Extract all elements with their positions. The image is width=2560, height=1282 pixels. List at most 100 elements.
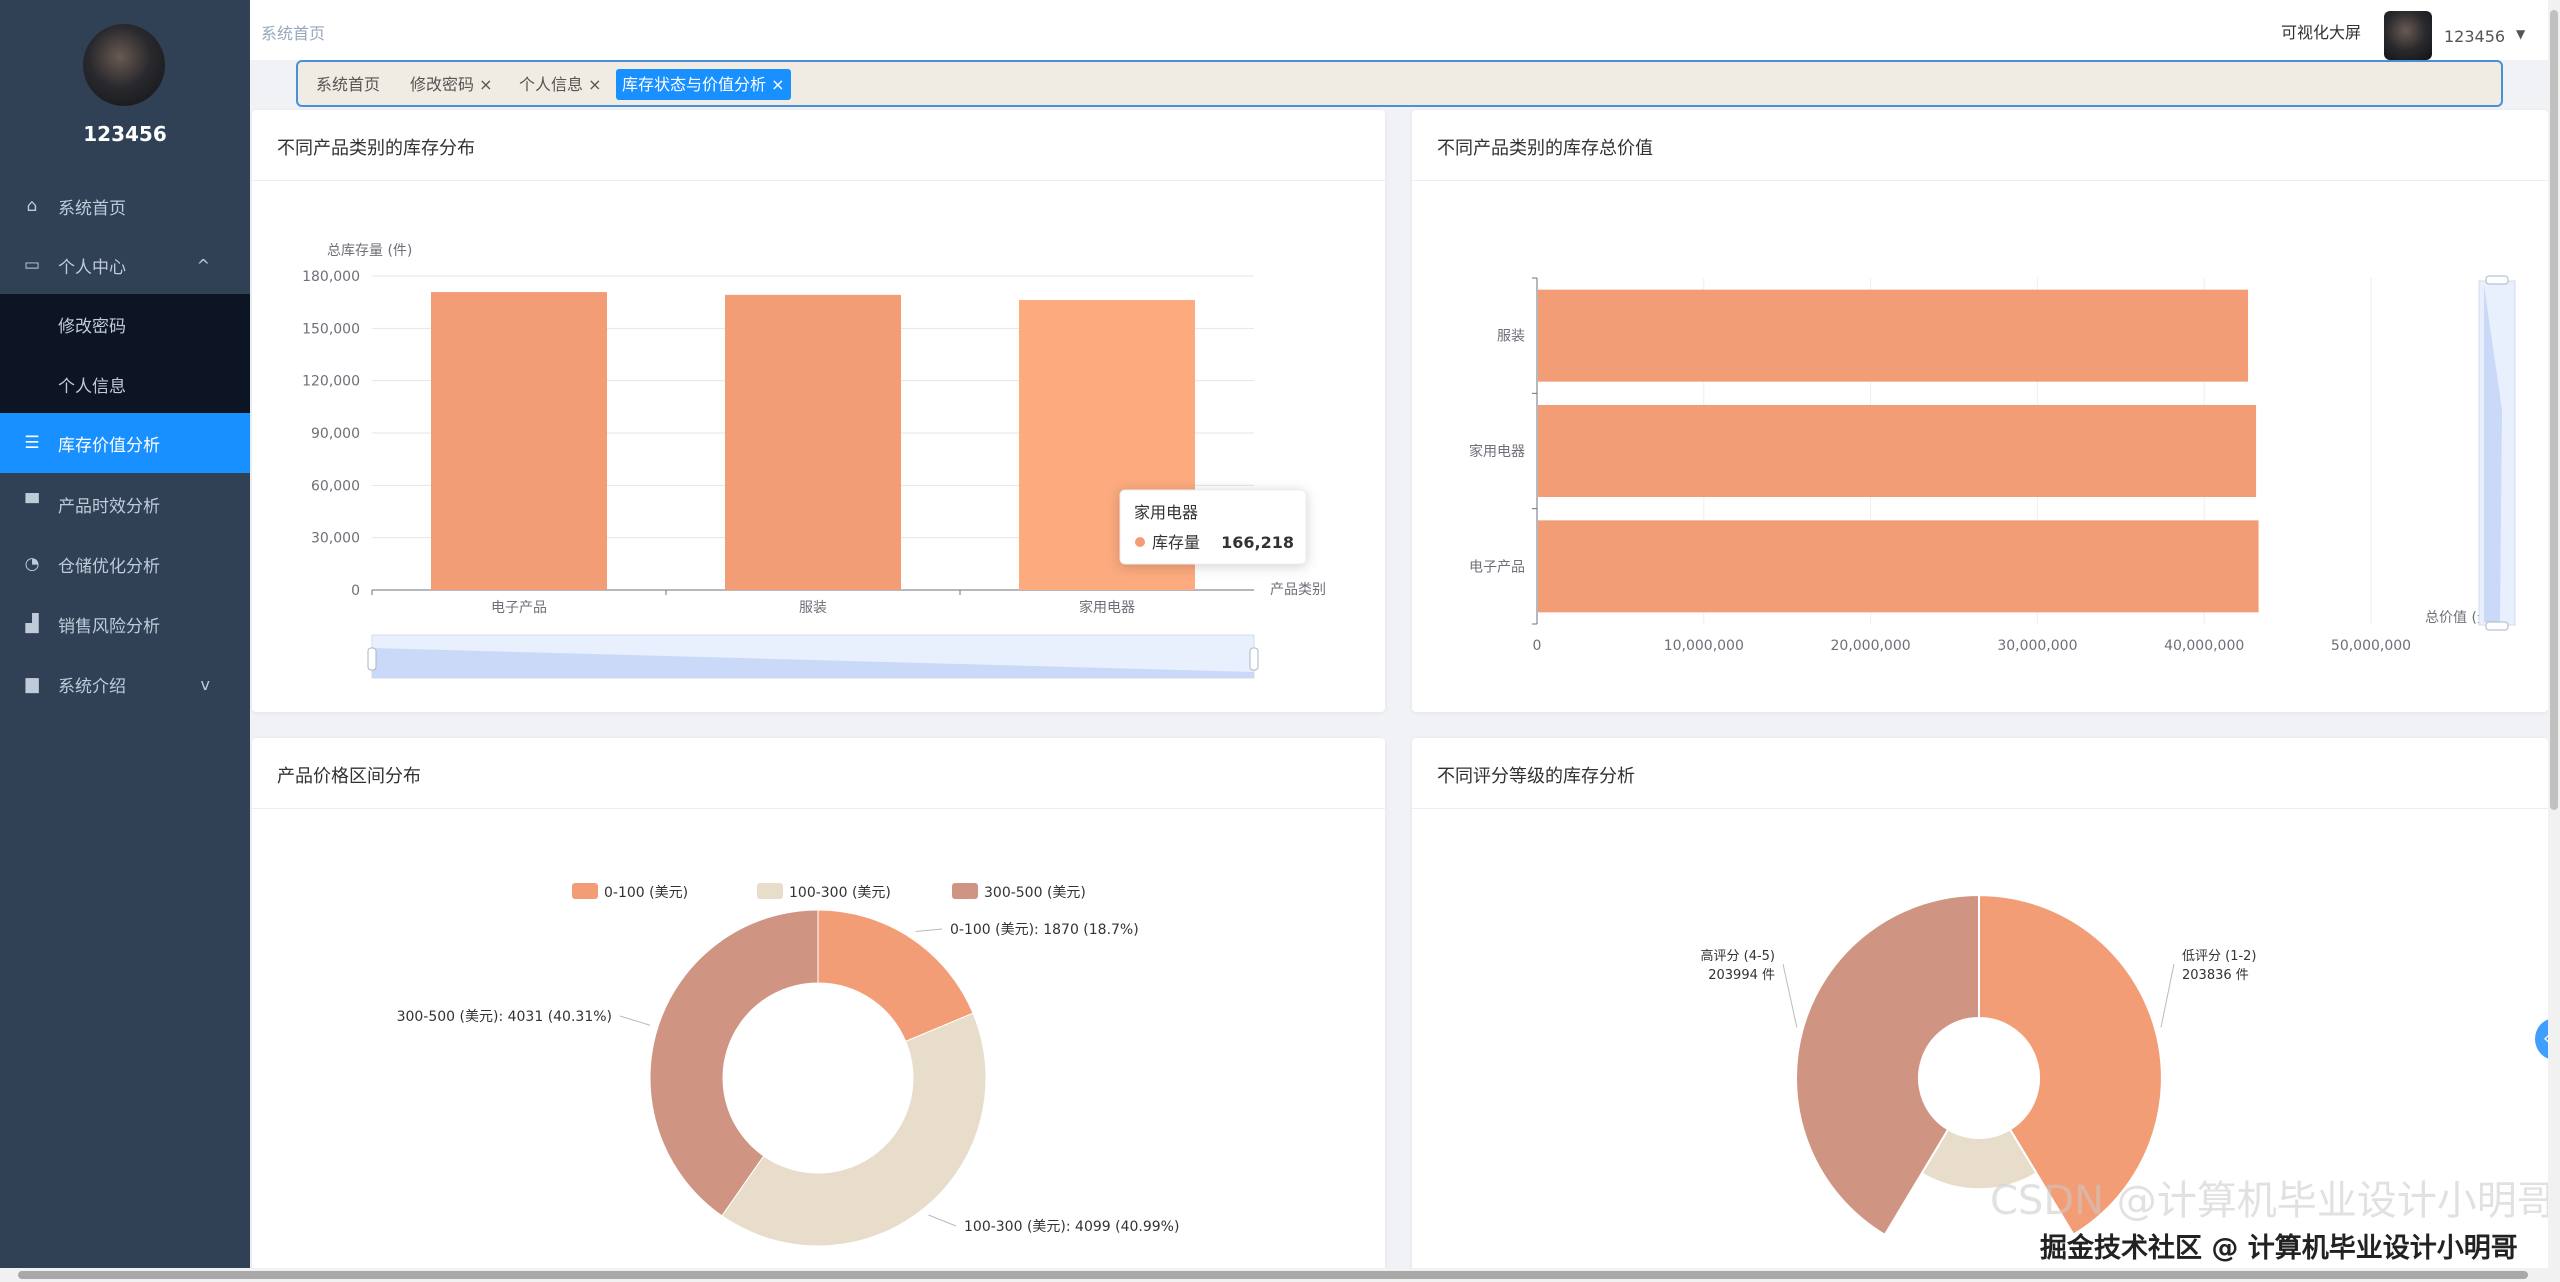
leader-line bbox=[619, 1015, 651, 1026]
tab-bar: 系统首页 修改密码 × 个人信息 × 库存状态与价值分析 × bbox=[296, 60, 2503, 107]
slice-label: 100-300 (美元): 4099 (40.99%) bbox=[964, 1219, 1179, 1235]
sidebar-item-label: 系统首页 bbox=[58, 198, 126, 219]
tooltip-series: 库存量 bbox=[1152, 533, 1200, 552]
y-tick-label: 150,000 bbox=[302, 321, 360, 337]
rose-slice[interactable] bbox=[1978, 894, 2163, 1236]
y-tick-label: 家用电器 bbox=[1469, 443, 1525, 460]
briefcase-icon: ▆ bbox=[25, 674, 39, 694]
card-inventory-value: 不同产品类别的库存总价值 0 10,000,000 20,000,000 30,000… bbox=[1412, 110, 2548, 712]
sidebar-username: 123456 bbox=[83, 122, 167, 146]
legend-swatch[interactable] bbox=[952, 883, 978, 899]
y-tick-label: 90,000 bbox=[311, 426, 360, 442]
x-tick-label: 10,000,000 bbox=[1664, 638, 1744, 654]
slice-label: 0-100 (美元): 1870 (18.7%) bbox=[950, 922, 1139, 938]
datazoom-handle-top[interactable] bbox=[2485, 275, 2509, 285]
csdn-watermark: CSDN @计算机毕业设计小明哥 bbox=[1990, 1178, 2557, 1224]
datazoom-preview bbox=[2484, 285, 2502, 622]
gauge-icon: ◔ bbox=[24, 554, 40, 574]
leader-line bbox=[928, 1214, 957, 1227]
card-price-range: 产品价格区间分布 0-100 (美元) 100-300 (美元) 300-500 (… bbox=[252, 738, 1385, 1278]
datazoom-handle-left[interactable] bbox=[367, 647, 377, 671]
legend-swatch[interactable] bbox=[572, 883, 598, 899]
tooltip-value: 166,218 bbox=[1221, 533, 1294, 552]
slice-label: 低评分 (1-2) bbox=[2182, 949, 2257, 964]
sidebar-item[interactable]: ☰ 库存价值分析 bbox=[0, 413, 250, 473]
horizontal-bar-chart: 0 10,000,000 20,000,000 30,000,000 40,000,00… bbox=[1469, 275, 2516, 654]
sidebar-item[interactable]: 修改密码 bbox=[0, 294, 250, 354]
x-tick-label: 家用电器 bbox=[1079, 599, 1135, 616]
legend-label[interactable]: 300-500 (美元) bbox=[984, 885, 1086, 901]
visual-screen-link[interactable]: 可视化大屏 bbox=[2281, 23, 2362, 42]
y-tick-label: 60,000 bbox=[311, 478, 360, 494]
horizontal-scrollbar[interactable] bbox=[0, 1268, 2560, 1282]
sidebar-item-label: 系统介绍 bbox=[58, 676, 126, 697]
donut-slice[interactable] bbox=[817, 909, 974, 1043]
leader-line bbox=[915, 928, 943, 933]
donut-slice[interactable] bbox=[649, 909, 819, 1217]
sidebar-item[interactable]: ▟ 销售风险分析 bbox=[0, 594, 250, 654]
rose-slice[interactable] bbox=[1795, 893, 1980, 1237]
top-bar: 系统首页 可视化大屏 123456 ▼ bbox=[250, 0, 2560, 60]
x-tick-label: 30,000,000 bbox=[1997, 638, 2077, 654]
x-tick-label: 服装 bbox=[799, 600, 827, 616]
slice-value-label: 203994 件 bbox=[1708, 968, 1775, 983]
legend-swatch[interactable] bbox=[757, 883, 783, 899]
legend-label[interactable]: 100-300 (美元) bbox=[789, 885, 891, 901]
y-tick-label: 服装 bbox=[1497, 329, 1525, 345]
card-title: 不同产品类别的库存分布 bbox=[277, 138, 475, 159]
datazoom-handle-right[interactable] bbox=[1249, 647, 1259, 671]
x-tick-label: 0 bbox=[1533, 638, 1542, 654]
sidebar-item-label: 库存价值分析 bbox=[58, 435, 160, 456]
sidebar-item-label: 修改密码 bbox=[58, 316, 126, 337]
y-axis-label: 总库存量 (件) bbox=[327, 243, 412, 259]
card-title: 不同产品类别的库存总价值 bbox=[1437, 138, 1653, 159]
avatar[interactable] bbox=[83, 24, 165, 106]
tab[interactable]: 个人信息 × bbox=[519, 75, 602, 94]
chart-icon: ▟ bbox=[25, 614, 39, 634]
sidebar-item[interactable]: 个人信息 bbox=[0, 354, 250, 414]
x-tick-label: 40,000,000 bbox=[2164, 638, 2244, 654]
card-inventory-distribution: 不同产品类别的库存分布 0 30,000 60,000 90,000 120,000 15… bbox=[252, 110, 1385, 712]
caret-down-icon[interactable]: ▼ bbox=[2516, 27, 2526, 41]
card-title: 不同评分等级的库存分析 bbox=[1437, 766, 1635, 787]
bar[interactable] bbox=[1538, 405, 2257, 497]
tab[interactable]: 修改密码 × bbox=[410, 75, 493, 94]
slice-label: 300-500 (美元): 4031 (40.31%) bbox=[397, 1009, 612, 1025]
breadcrumb[interactable]: 系统首页 bbox=[261, 24, 326, 43]
y-tick-label: 120,000 bbox=[302, 374, 360, 390]
user-avatar[interactable] bbox=[2384, 11, 2432, 60]
bar[interactable] bbox=[1538, 520, 2259, 613]
bar[interactable] bbox=[1538, 289, 2249, 382]
sidebar-item[interactable]: ◔ 仓储优化分析 bbox=[0, 534, 250, 594]
datazoom-handle-bottom[interactable] bbox=[2485, 621, 2509, 631]
bar[interactable] bbox=[431, 292, 607, 590]
y-tick-label: 180,000 bbox=[302, 269, 360, 285]
sidebar-item[interactable]: ▀ 产品时效分析 bbox=[0, 474, 250, 534]
comment-icon: ▀ bbox=[25, 494, 39, 514]
chevron-down-icon: v bbox=[200, 674, 210, 694]
chevron-up-icon: ^ bbox=[196, 255, 210, 275]
datazoom-preview bbox=[372, 648, 1254, 678]
x-axis-label: 产品类别 bbox=[1270, 582, 1326, 598]
slice-label: 高评分 (4-5) bbox=[1700, 948, 1775, 964]
tooltip bbox=[1119, 489, 1307, 565]
y-tick-label: 30,000 bbox=[311, 531, 360, 547]
sidebar-item-label: 产品时效分析 bbox=[58, 496, 160, 517]
sidebar-item[interactable]: ▆ 系统介绍 v bbox=[0, 654, 250, 714]
list-icon: ☰ bbox=[24, 433, 40, 453]
legend-label[interactable]: 0-100 (美元) bbox=[604, 885, 688, 901]
donut-chart: 0-100 (美元) 100-300 (美元) 300-500 (美元) 0-100 … bbox=[397, 883, 1179, 1247]
sidebar-item-label: 个人信息 bbox=[58, 376, 126, 397]
user-menu-name[interactable]: 123456 bbox=[2444, 27, 2506, 46]
tab[interactable]: 系统首页 bbox=[316, 75, 381, 94]
x-tick-label: 50,000,000 bbox=[2331, 638, 2411, 654]
donut-slice[interactable] bbox=[721, 1012, 987, 1247]
bar[interactable] bbox=[725, 294, 901, 590]
vertical-scrollbar[interactable] bbox=[2548, 0, 2560, 1268]
leader-line bbox=[2160, 963, 2175, 1028]
card-title: 产品价格区间分布 bbox=[277, 766, 421, 787]
tab[interactable]: 库存状态与价值分析 × bbox=[616, 69, 791, 100]
sidebar-item[interactable]: ⌂ 系统首页 bbox=[0, 176, 250, 236]
sidebar-item[interactable]: ▭ 个人中心 ^ bbox=[0, 235, 250, 295]
card-rating-inventory: 不同评分等级的库存分析 低评分 (1-2) 203836 件 高评分 (4-5) 20… bbox=[1412, 738, 2548, 1278]
